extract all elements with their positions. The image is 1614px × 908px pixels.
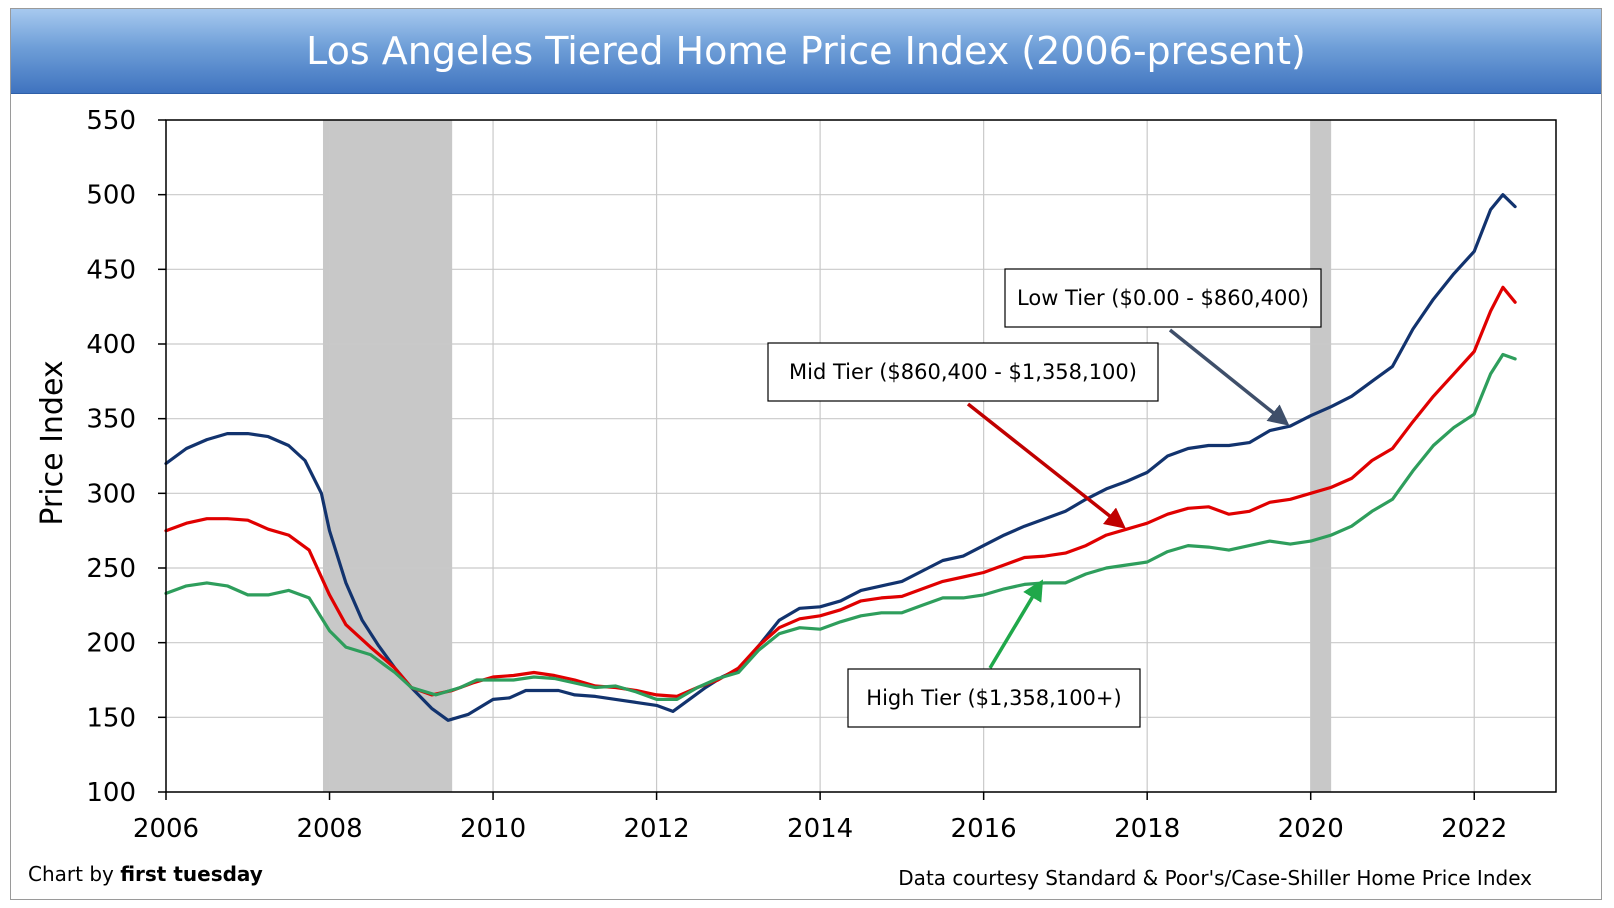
recession-band-0 bbox=[322, 120, 453, 792]
x-tick-label-2006: 2006 bbox=[133, 814, 199, 844]
recession-bands bbox=[322, 120, 1332, 792]
chart-title: Los Angeles Tiered Home Price Index (200… bbox=[306, 29, 1306, 73]
y-tick-label-500: 500 bbox=[86, 181, 136, 211]
callout-arrow-high-tier bbox=[988, 579, 1044, 669]
y-tick-label-100: 100 bbox=[86, 778, 136, 808]
y-axis-title: Price Index bbox=[35, 360, 70, 525]
callout-arrow-mid-tier bbox=[966, 402, 1126, 529]
y-tick-label-200: 200 bbox=[86, 629, 136, 659]
y-tick-label-350: 350 bbox=[86, 405, 136, 435]
series-lines bbox=[164, 193, 1517, 722]
x-tick-label-2016: 2016 bbox=[951, 814, 1017, 844]
callout-box-low-tier bbox=[1004, 268, 1322, 328]
x-tick-label-2018: 2018 bbox=[1114, 814, 1180, 844]
callout-label-low-tier: Low Tier ($0.00 - $860,400) bbox=[1017, 286, 1309, 310]
callout-box-high-tier bbox=[847, 668, 1141, 728]
callout-arrow-low-tier bbox=[1168, 328, 1290, 426]
chart-frame: Los Angeles Tiered Home Price Index (200… bbox=[10, 8, 1602, 900]
axes: 100 150 200 250 300 350 400 450 500 550 2006 2008 20… bbox=[86, 106, 1557, 844]
title-bar: Los Angeles Tiered Home Price Index (200… bbox=[11, 9, 1601, 94]
credit-brand: first tuesday bbox=[120, 862, 263, 886]
y-tick-label-150: 150 bbox=[86, 703, 136, 733]
x-tick-label-2020: 2020 bbox=[1278, 814, 1344, 844]
recession-band-1 bbox=[1310, 120, 1332, 792]
callouts: Low Tier ($0.00 - $860,400) Mid Tier ($86… bbox=[767, 268, 1322, 728]
callout-label-mid-tier: Mid Tier ($860,400 - $1,358,100) bbox=[789, 360, 1137, 384]
x-tick-label-2014: 2014 bbox=[787, 814, 853, 844]
y-tick-label-250: 250 bbox=[86, 554, 136, 584]
callout-box-mid-tier bbox=[767, 342, 1159, 402]
credit-text: Chart by first tuesday bbox=[28, 862, 263, 886]
y-tick-label-400: 400 bbox=[86, 330, 136, 360]
source-text: Data courtesy Standard & Poor's/Case-Shi… bbox=[898, 866, 1532, 890]
series-line-low-tier bbox=[164, 193, 1517, 722]
y-tick-label-450: 450 bbox=[86, 255, 136, 285]
x-tick-label-2012: 2012 bbox=[624, 814, 690, 844]
plot-border bbox=[165, 119, 1557, 793]
y-tick-label-300: 300 bbox=[86, 479, 136, 509]
series-line-high-tier bbox=[164, 352, 1517, 701]
series-line-mid-tier bbox=[164, 285, 1517, 698]
y-tick-label-550: 550 bbox=[86, 106, 136, 136]
x-tick-label-2008: 2008 bbox=[296, 814, 362, 844]
callout-label-high-tier: High Tier ($1,358,100+) bbox=[866, 686, 1121, 710]
x-tick-label-2010: 2010 bbox=[460, 814, 526, 844]
x-tick-label-2022: 2022 bbox=[1441, 814, 1507, 844]
